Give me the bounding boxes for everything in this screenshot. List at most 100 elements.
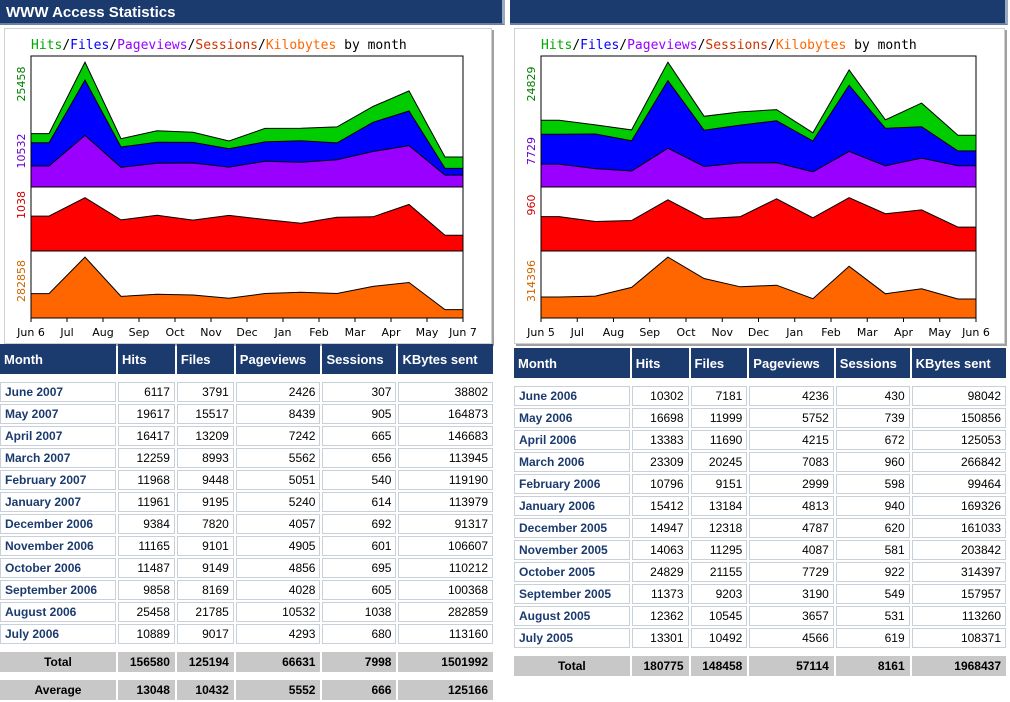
- value-cell: 161033: [911, 518, 1006, 538]
- column-header: Pageviews: [749, 348, 834, 378]
- area-kilobytes: [540, 256, 977, 319]
- value-cell: 922: [835, 562, 910, 582]
- value-cell: 549: [835, 584, 910, 604]
- value-cell: 692: [322, 514, 397, 534]
- table-row: July 2005 13301 10492 4566 619 108371: [514, 628, 1006, 648]
- table-row: March 2007 12259 8993 5562 656 113945: [0, 448, 493, 468]
- x-tick-label: May: [416, 326, 439, 339]
- value-cell: 8169: [176, 580, 234, 600]
- column-header: Hits: [118, 344, 175, 374]
- x-tick-label: May: [928, 326, 951, 339]
- x-tick-label: Sep: [639, 326, 660, 339]
- month-cell: January 2006: [514, 496, 630, 516]
- value-cell: 9195: [176, 492, 234, 512]
- value-cell: 13383: [631, 430, 689, 450]
- value-cell: 20245: [690, 452, 748, 472]
- month-cell: July 2006: [0, 624, 117, 644]
- value-cell: 4856: [235, 558, 321, 578]
- total-value: 1968437: [911, 656, 1006, 676]
- table-row: April 2007 16417 13209 7242 665 146683: [0, 426, 493, 446]
- value-cell: 119190: [398, 470, 493, 490]
- value-cell: 110212: [398, 558, 493, 578]
- value-cell: 10889: [118, 624, 175, 644]
- table-row: September 2006 9858 8169 4028 605 100368: [0, 580, 493, 600]
- legend-entry: Sessions: [195, 38, 258, 53]
- total-value: 148458: [690, 656, 748, 676]
- x-tick-label: Nov: [200, 326, 222, 339]
- month-cell: October 2006: [0, 558, 117, 578]
- area-pageviews: [30, 134, 464, 188]
- x-tick-label: Dec: [236, 326, 257, 339]
- area-pageviews: [540, 147, 977, 188]
- value-cell: 5240: [235, 492, 321, 512]
- average-value: 5552: [235, 680, 321, 700]
- value-cell: 113945: [398, 448, 493, 468]
- value-cell: 9149: [176, 558, 234, 578]
- value-cell: 9858: [118, 580, 175, 600]
- monthly-chart-right: Hits/Files/Pageviews/Sessions/Kilobytes …: [514, 28, 1005, 344]
- area-sessions: [540, 197, 977, 252]
- total-value: 1501992: [398, 652, 493, 672]
- value-cell: 7820: [176, 514, 234, 534]
- legend-entry: Files: [580, 38, 619, 53]
- area-sessions: [30, 197, 464, 252]
- month-cell: December 2005: [514, 518, 630, 538]
- table-row: April 2006 13383 11690 4215 672 125053: [514, 430, 1006, 450]
- value-cell: 150856: [911, 408, 1006, 428]
- value-cell: 9017: [176, 624, 234, 644]
- value-cell: 665: [322, 426, 397, 446]
- value-cell: 940: [835, 496, 910, 516]
- value-cell: 9151: [690, 474, 748, 494]
- monthly-chart-svg: Hits/Files/Pageviews/Sessions/Kilobytes …: [15, 38, 477, 339]
- value-cell: 203842: [911, 540, 1006, 560]
- table-row: November 2005 14063 11295 4087 581 203842: [514, 540, 1006, 560]
- table-row: August 2006 25458 21785 10532 1038 282859: [0, 602, 493, 622]
- axis-scale-label: 960: [525, 195, 538, 216]
- total-label: Total: [0, 652, 117, 672]
- table-row: February 2006 10796 9151 2999 598 99464: [514, 474, 1006, 494]
- x-tick-label: Jun 6: [16, 326, 45, 339]
- average-value: 666: [322, 680, 397, 700]
- value-cell: 11295: [690, 540, 748, 560]
- table-row: October 2006 11487 9149 4856 695 110212: [0, 558, 493, 578]
- value-cell: 430: [835, 386, 910, 406]
- value-cell: 5752: [749, 408, 834, 428]
- legend-suffix: by month: [846, 38, 916, 53]
- axis-scale-label: 314396: [525, 260, 538, 302]
- month-cell: July 2005: [514, 628, 630, 648]
- month-cell: October 2005: [514, 562, 630, 582]
- value-cell: 598: [835, 474, 910, 494]
- x-tick-label: Sep: [129, 326, 150, 339]
- value-cell: 164873: [398, 404, 493, 424]
- total-value: 125194: [176, 652, 234, 672]
- axis-scale-label: 10532: [15, 134, 28, 169]
- value-cell: 10796: [631, 474, 689, 494]
- legend-entry: Pageviews: [117, 38, 187, 53]
- area-kilobytes: [30, 256, 464, 319]
- column-header: Files: [690, 348, 748, 378]
- month-cell: September 2006: [0, 580, 117, 600]
- legend-entry: Files: [70, 38, 109, 53]
- value-cell: 125053: [911, 430, 1006, 450]
- column-header: Pageviews: [235, 344, 321, 374]
- value-cell: 7083: [749, 452, 834, 472]
- value-cell: 4236: [749, 386, 834, 406]
- column-header: Sessions: [835, 348, 910, 378]
- value-cell: 15517: [176, 404, 234, 424]
- value-cell: 531: [835, 606, 910, 626]
- value-cell: 672: [835, 430, 910, 450]
- total-value: 57114: [749, 656, 834, 676]
- value-cell: 7729: [749, 562, 834, 582]
- axis-scale-label: 282858: [15, 260, 28, 302]
- value-cell: 4905: [235, 536, 321, 556]
- x-tick-label: Jul: [59, 326, 73, 339]
- value-cell: 23309: [631, 452, 689, 472]
- value-cell: 10302: [631, 386, 689, 406]
- month-cell: March 2007: [0, 448, 117, 468]
- axis-scale-label: 7729: [525, 137, 538, 165]
- value-cell: 4813: [749, 496, 834, 516]
- month-cell: February 2007: [0, 470, 117, 490]
- value-cell: 960: [835, 452, 910, 472]
- chart-legend: Hits/Files/Pageviews/Sessions/Kilobytes …: [541, 38, 917, 53]
- column-header: Month: [0, 344, 117, 374]
